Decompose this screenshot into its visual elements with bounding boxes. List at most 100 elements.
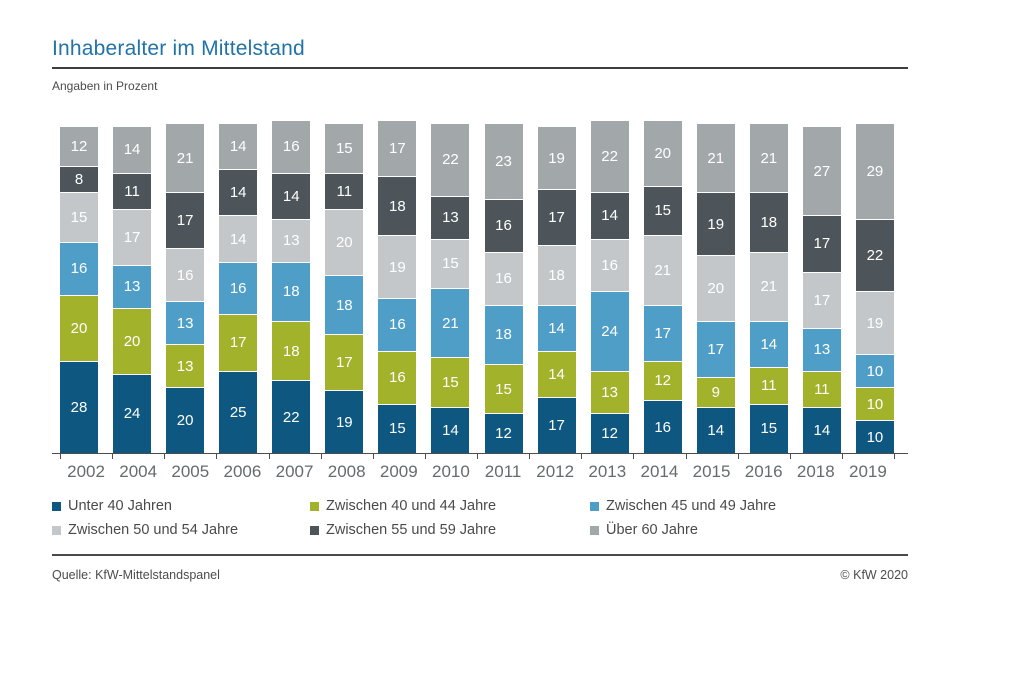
bar-segment: 14 xyxy=(113,126,152,173)
bar-segment: 29 xyxy=(855,123,894,219)
bar-segment: 14 xyxy=(696,406,735,453)
bar-segment: 17 xyxy=(219,314,258,371)
axis-tick xyxy=(685,454,687,459)
bar-segment: 15 xyxy=(484,363,523,414)
chart-subtitle: Angaben in Prozent xyxy=(52,79,158,93)
legend-label: Zwischen 45 und 49 Jahre xyxy=(606,498,777,514)
axis-tick xyxy=(424,454,426,459)
bar-segment: 15 xyxy=(378,403,417,453)
bar-segment: 17 xyxy=(325,334,364,391)
bar-2012: 19 17 18 14 14 17 xyxy=(537,126,576,453)
bar-segment: 21 xyxy=(696,123,735,193)
x-axis xyxy=(52,453,908,460)
legend-item: Zwischen 55 und 59 Jahre xyxy=(310,520,590,541)
x-axis-label: 2006 xyxy=(223,462,262,481)
bar-segment: 14 xyxy=(219,169,258,216)
bar-segment: 15 xyxy=(431,357,470,407)
legend-label: Zwischen 55 und 59 Jahre xyxy=(326,522,497,538)
bar-segment: 20 xyxy=(696,255,735,322)
bar-segment: 14 xyxy=(537,304,576,351)
bar-segment: 11 xyxy=(749,367,788,404)
bar-2015: 21 19 20 17 9 14 xyxy=(696,123,735,453)
bar-segment: 21 xyxy=(166,123,205,193)
legend-item: Unter 40 Jahren xyxy=(52,496,310,517)
bar-segment: 22 xyxy=(855,218,894,292)
bar-segment: 17 xyxy=(166,192,205,249)
bar-segment: 17 xyxy=(802,215,841,272)
axis-tick xyxy=(894,454,895,459)
bar-segment: 14 xyxy=(802,406,841,453)
bar-segment: 22 xyxy=(590,119,629,193)
bar-segment: 22 xyxy=(272,380,311,453)
bar-segment: 17 xyxy=(696,321,735,378)
bar-segment: 13 xyxy=(431,195,470,239)
bar-segment: 24 xyxy=(590,291,629,371)
bar-segment: 12 xyxy=(484,413,523,453)
bar-segment: 23 xyxy=(484,123,523,199)
bar-segment: 13 xyxy=(802,327,841,371)
x-axis-label: 2008 xyxy=(327,462,366,481)
copyright-note: © KfW 2020 xyxy=(840,568,908,582)
bar-2004: 14 11 17 13 20 24 xyxy=(113,126,152,453)
x-axis-label: 2012 xyxy=(536,462,575,481)
legend-label: Zwischen 40 und 44 Jahre xyxy=(326,498,497,514)
bar-segment: 13 xyxy=(590,370,629,414)
bar-segment: 20 xyxy=(325,208,364,275)
bar-2006: 14 14 14 16 17 25 xyxy=(219,123,258,453)
axis-tick xyxy=(529,454,531,459)
x-axis-label: 2014 xyxy=(640,462,679,481)
legend-swatch xyxy=(310,502,319,511)
bar-segment: 16 xyxy=(484,251,523,305)
bar-segment: 14 xyxy=(537,350,576,397)
legend-item: Zwischen 45 und 49 Jahre xyxy=(590,496,908,517)
x-axis-label: 2011 xyxy=(484,462,522,481)
bar-2008: 15 11 20 18 17 19 xyxy=(325,123,364,453)
bar-2014: 20 15 21 17 12 16 xyxy=(643,119,682,453)
bar-segment: 9 xyxy=(696,377,735,407)
bar-2007: 16 14 13 18 18 22 xyxy=(272,119,311,453)
bar-segment: 14 xyxy=(590,192,629,239)
x-axis-label: 2013 xyxy=(588,462,627,481)
bar-segment: 19 xyxy=(325,390,364,453)
bar-segment: 18 xyxy=(272,261,311,322)
legend-label: Unter 40 Jahren xyxy=(68,498,172,514)
axis-tick xyxy=(737,454,739,459)
bar-segment: 8 xyxy=(60,165,98,193)
bar-segment: 20 xyxy=(60,294,98,361)
x-axis-label: 2005 xyxy=(171,462,210,481)
x-axis-label: 2010 xyxy=(432,462,470,481)
axis-tick xyxy=(268,454,270,459)
x-axis-labels: 2002 2004 2005 2006 2007 2008 2009 2010 2011 2012… xyxy=(60,462,894,482)
stacked-bar-chart: 12 8 15 16 20 28 14 11 17 13 20 24 21 17 16 13 13 20 14 14 1… xyxy=(52,119,908,482)
page-title: Inhaberalter im Mittelstand xyxy=(52,37,305,60)
legend-item: Zwischen 40 und 44 Jahre xyxy=(310,496,590,517)
bar-2011: 23 16 16 18 15 12 xyxy=(484,123,523,453)
legend-swatch xyxy=(52,526,61,535)
legend-label: Über 60 Jahre xyxy=(606,522,698,538)
bar-2016: 21 18 21 14 11 15 xyxy=(749,123,788,453)
x-axis-label: 2009 xyxy=(379,462,418,481)
bar-segment: 14 xyxy=(431,406,470,453)
x-axis-label: 2019 xyxy=(849,462,887,481)
bar-segment: 22 xyxy=(431,123,470,196)
bar-segment: 24 xyxy=(113,373,152,453)
x-axis-label: 2002 xyxy=(67,462,105,481)
bar-2010: 22 13 15 21 15 14 xyxy=(431,123,470,453)
bar-segment: 16 xyxy=(166,248,205,302)
bar-segment: 16 xyxy=(60,241,98,295)
bar-segment: 19 xyxy=(537,126,576,190)
legend-item: Zwischen 50 und 54 Jahre xyxy=(52,520,310,541)
bar-segment: 16 xyxy=(219,261,258,315)
bar-segment: 17 xyxy=(378,119,417,176)
bar-segment: 16 xyxy=(378,297,417,351)
bar-segment: 13 xyxy=(166,301,205,345)
axis-tick xyxy=(164,454,166,459)
bar-2002: 12 8 15 16 20 28 xyxy=(60,126,98,453)
bar-segment: 18 xyxy=(749,192,788,252)
bar-segment: 17 xyxy=(113,208,152,265)
bar-segment: 18 xyxy=(484,304,523,364)
bar-segment: 15 xyxy=(749,403,788,453)
bar-segment: 12 xyxy=(590,413,629,453)
axis-tick xyxy=(60,454,61,459)
axis-tick xyxy=(372,454,374,459)
